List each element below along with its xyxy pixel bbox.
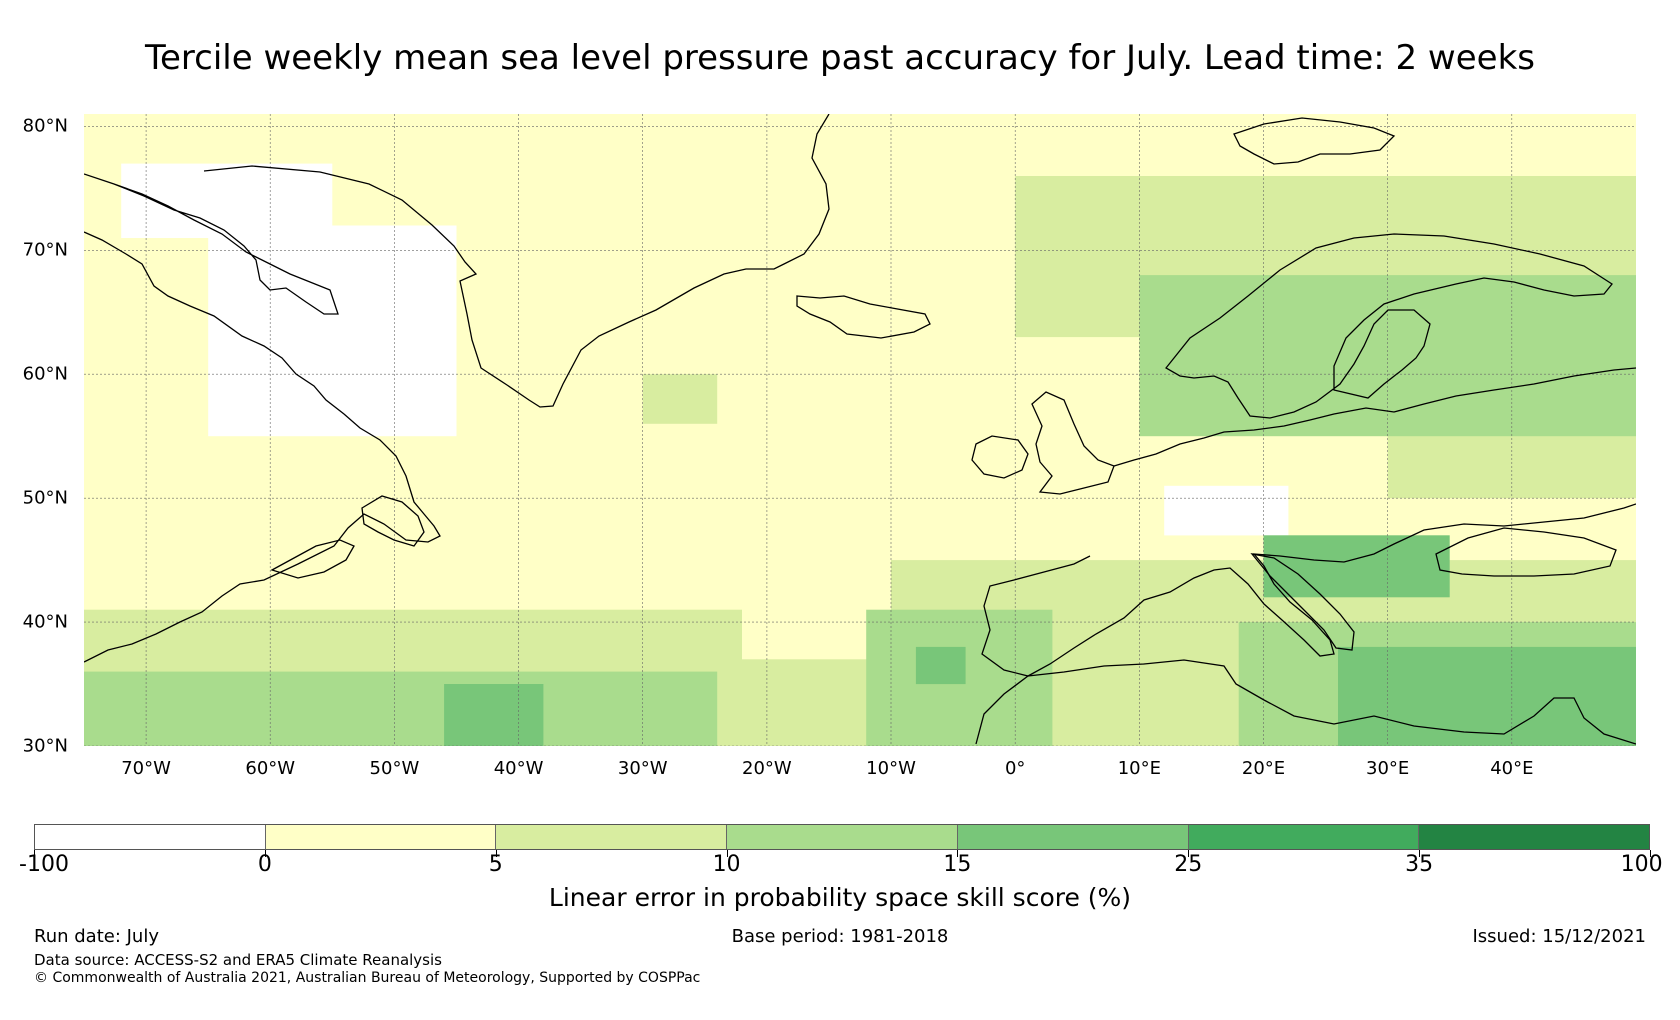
- gridlines-layer: [84, 114, 1636, 746]
- lon-label-20e: 20°E: [1241, 758, 1286, 779]
- colorbar-segment: [727, 825, 958, 849]
- lon-label-10e: 10°E: [1117, 758, 1161, 779]
- colorbar-tick-label: 100: [1620, 852, 1663, 877]
- colorbar-title: Linear error in probability space skill …: [548, 883, 1132, 912]
- lon-label-0: 0°: [1004, 758, 1026, 779]
- coastline-ireland-icon: [971, 435, 1029, 479]
- colorbar-segment: [957, 825, 1189, 849]
- lon-label-40e: 40°E: [1490, 758, 1534, 779]
- lat-label-40n: 40°N: [22, 611, 68, 633]
- lon-label-40w: 40°W: [493, 758, 544, 779]
- coastline-iberia-icon: [981, 503, 1636, 677]
- colorbar-segment: [496, 825, 728, 849]
- lon-label-50w: 50°W: [369, 758, 420, 779]
- lat-label-70n: 70°N: [22, 239, 68, 261]
- skill-region-15-25: [915, 646, 966, 685]
- colorbar-tick: [264, 850, 266, 857]
- colorbar: [34, 824, 1650, 850]
- coastline-iceland-icon: [796, 295, 931, 339]
- lat-label-50n: 50°N: [22, 487, 68, 509]
- coastline-black-sea-icon: [1435, 527, 1617, 577]
- colorbar-tick: [1188, 850, 1190, 857]
- colorbar-segment: [35, 825, 266, 849]
- coastline-greenland-icon: [203, 114, 830, 408]
- coastline-europe-mainland-icon: [1113, 367, 1636, 467]
- colorbar-segment: [265, 825, 497, 849]
- lon-label-30e: 30°E: [1366, 758, 1410, 779]
- coastline-scandinavia-icon: [1165, 233, 1613, 419]
- skill-region-15-25: [1338, 646, 1636, 746]
- lat-label-60n: 60°N: [22, 363, 68, 385]
- lat-label-80n: 80°N: [22, 115, 68, 137]
- coastline-africa-north-icon: [975, 659, 1636, 745]
- coastline-svalbard-icon: [1233, 117, 1396, 165]
- colorbar-tick-label: -100: [19, 852, 69, 877]
- data-source: Data source: ACCESS-S2 and ERA5 Climate …: [34, 951, 442, 969]
- coastline-nova-scotia-icon: [270, 539, 355, 579]
- run-date: Run date: July: [34, 926, 159, 947]
- skill-map: [84, 114, 1636, 746]
- skill-region-5-10: [642, 374, 718, 424]
- lat-label-30n: 30°N: [22, 735, 68, 757]
- coastlines-layer: [84, 114, 1636, 745]
- colorbar-tick: [34, 850, 35, 857]
- issued-date: Issued: 15/12/2021: [1472, 926, 1646, 947]
- skill-region-10-15: [84, 671, 718, 746]
- base-period: Base period: 1981-2018: [731, 926, 949, 947]
- copyright: © Commonwealth of Australia 2021, Austra…: [34, 970, 701, 986]
- colorbar-segment: [1188, 825, 1420, 849]
- coastline-north-america-icon: [84, 231, 441, 663]
- skill-map-canvas: [84, 114, 1636, 746]
- skill-region-15-25: [1263, 535, 1450, 598]
- colorbar-tick: [1419, 850, 1421, 857]
- lon-label-70w: 70°W: [121, 758, 171, 779]
- skill-region--0: [1164, 485, 1289, 536]
- lon-label-60w: 60°W: [245, 758, 296, 779]
- skill-region-15-25: [444, 684, 544, 746]
- colorbar-tick-label: 5: [488, 852, 503, 877]
- map-title: Tercile weekly mean sea level pressure p…: [145, 38, 1535, 78]
- lon-label-30w: 30°W: [617, 758, 668, 779]
- coastline-baffin-islands-icon: [84, 173, 339, 315]
- skill-region--0: [208, 225, 457, 437]
- skill-regions-layer: [84, 114, 1636, 746]
- coastline-italy-icon: [1250, 553, 1355, 651]
- colorbar-tick: [495, 850, 497, 857]
- colorbar-tick-label: 0: [257, 852, 272, 877]
- lon-label-10w: 10°W: [866, 758, 916, 779]
- colorbar-segment: [1419, 825, 1650, 849]
- coastline-newfoundland-icon: [361, 495, 425, 547]
- colorbar-tick: [1650, 850, 1651, 857]
- coastline-great-britain-icon: [1031, 391, 1115, 495]
- colorbar-tick: [957, 850, 959, 857]
- lon-label-20w: 20°W: [742, 758, 792, 779]
- colorbar-tick: [726, 850, 728, 857]
